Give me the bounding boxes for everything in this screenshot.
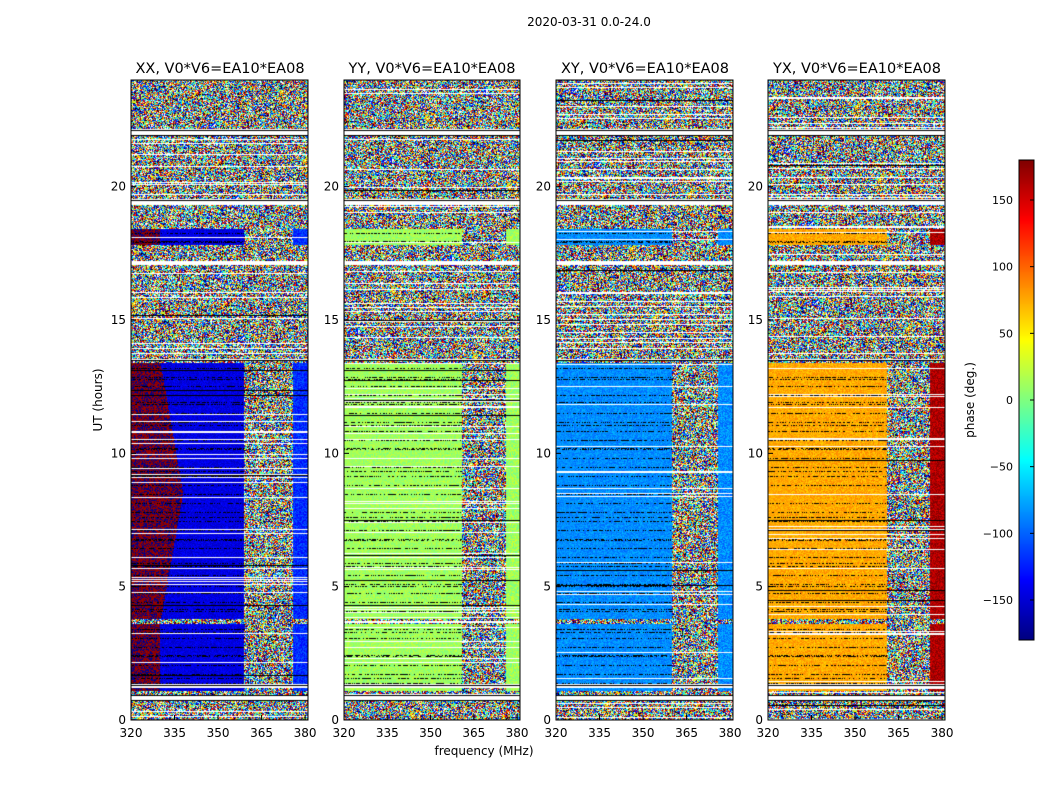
- y-tick-label: 0: [755, 713, 763, 727]
- colorbar-gradient: [1019, 160, 1034, 640]
- panel-yx: YX, V0*V6=EA10*EA08 320 335 350 365 380 0 5 10…: [748, 61, 954, 740]
- y-tick-label: 15: [111, 313, 126, 327]
- y-tick-label: 10: [536, 446, 551, 460]
- x-ticks-yy: 320 335 350 365 380: [333, 715, 529, 740]
- heatmap-canvas-yy: [344, 80, 520, 720]
- x-tick-label: 320: [757, 726, 780, 740]
- y-tick-label: 5: [331, 580, 339, 594]
- x-tick-label: 320: [333, 726, 356, 740]
- y-tick-label: 0: [331, 713, 339, 727]
- x-tick-label: 350: [207, 726, 230, 740]
- x-tick-label: 380: [931, 726, 954, 740]
- y-tick-label: 5: [118, 580, 126, 594]
- y-tick-label: 10: [324, 446, 339, 460]
- x-tick-label: 380: [506, 726, 529, 740]
- panel-title-xx: XX, V0*V6=EA10*EA08: [135, 61, 304, 77]
- y-tick-label: 10: [111, 446, 126, 460]
- panel-xy: XY, V0*V6=EA10*EA08 320 335 350 365 380 0 5 10…: [536, 61, 742, 740]
- y-tick-label: 15: [324, 313, 339, 327]
- x-tick-label: 365: [675, 726, 698, 740]
- heatmap-canvas-xx: [131, 80, 308, 720]
- y-tick-label: 20: [536, 180, 551, 194]
- y-tick-label: 20: [111, 180, 126, 194]
- y-ticks-yy: 0 5 10 15 20: [324, 180, 349, 727]
- colorbar-tick-label: 0: [1006, 394, 1013, 407]
- y-ticks-xy: 0 5 10 15 20: [536, 180, 561, 727]
- colorbar-tick-label: 100: [992, 261, 1013, 274]
- panel-yy: YY, V0*V6=EA10*EA08 320 335 350 365 380 0 5 10…: [324, 61, 529, 740]
- y-tick-label: 15: [536, 313, 551, 327]
- y-tick-label: 10: [748, 446, 763, 460]
- colorbar: 150 100 50 0 −50 −100 −150 phase (deg.): [963, 159, 1035, 641]
- heatmap-canvas-yx: [768, 80, 945, 720]
- y-tick-label: 20: [748, 180, 763, 194]
- axes-frame-yx: [767, 79, 946, 721]
- x-tick-label: 335: [588, 726, 611, 740]
- panel-title-xy: XY, V0*V6=EA10*EA08: [561, 61, 729, 77]
- y-tick-label: 20: [324, 180, 339, 194]
- x-tick-label: 350: [632, 726, 655, 740]
- x-tick-label: 335: [800, 726, 823, 740]
- x-tick-label: 380: [719, 726, 742, 740]
- x-tick-label: 335: [376, 726, 399, 740]
- x-tick-label: 380: [294, 726, 317, 740]
- y-tick-label: 15: [748, 313, 763, 327]
- y-tick-label: 0: [118, 713, 126, 727]
- colorbar-tick-label: −50: [990, 461, 1013, 474]
- y-tick-label: 0: [543, 713, 551, 727]
- x-axis-label: frequency (MHz): [434, 744, 533, 758]
- x-tick-label: 335: [163, 726, 186, 740]
- figure-suptitle: 2020-03-31 0.0-24.0: [527, 15, 651, 29]
- x-tick-label: 320: [120, 726, 143, 740]
- colorbar-tick-label: 150: [992, 194, 1013, 207]
- axes-frame-xx: [130, 79, 309, 721]
- y-ticks-xx: 0 5 10 15 20: [111, 180, 136, 727]
- colorbar-tick-label: −150: [983, 594, 1013, 607]
- panel-title-yy: YY, V0*V6=EA10*EA08: [348, 61, 516, 77]
- colorbar-label: phase (deg.): [963, 362, 977, 438]
- x-tick-label: 350: [419, 726, 442, 740]
- axes-frame-xy: [555, 79, 734, 721]
- colorbar-tick-label: −100: [983, 527, 1013, 540]
- x-tick-label: 350: [844, 726, 867, 740]
- x-tick-label: 365: [250, 726, 273, 740]
- x-ticks-xy: 320 335 350 365 380: [545, 715, 742, 740]
- x-ticks-yx: 320 335 350 365 380: [757, 715, 954, 740]
- x-tick-label: 365: [887, 726, 910, 740]
- axes-frame-yy: [343, 79, 521, 721]
- colorbar-tick-label: 50: [999, 327, 1013, 340]
- colorbar-ticks: 150 100 50 0 −50 −100 −150: [983, 194, 1034, 607]
- y-tick-label: 5: [543, 580, 551, 594]
- heatmap-canvas-xy: [556, 80, 733, 720]
- panel-xx: XX, V0*V6=EA10*EA08 320 335 350 365 380 0 5 10…: [111, 61, 317, 740]
- y-tick-label: 5: [755, 580, 763, 594]
- panel-title-yx: YX, V0*V6=EA10*EA08: [772, 61, 941, 77]
- x-tick-label: 320: [545, 726, 568, 740]
- x-ticks-xx: 320 335 350 365 380: [120, 715, 317, 740]
- y-ticks-yx: 0 5 10 15 20: [748, 180, 773, 727]
- x-tick-label: 365: [462, 726, 485, 740]
- y-axis-label: UT (hours): [91, 368, 105, 431]
